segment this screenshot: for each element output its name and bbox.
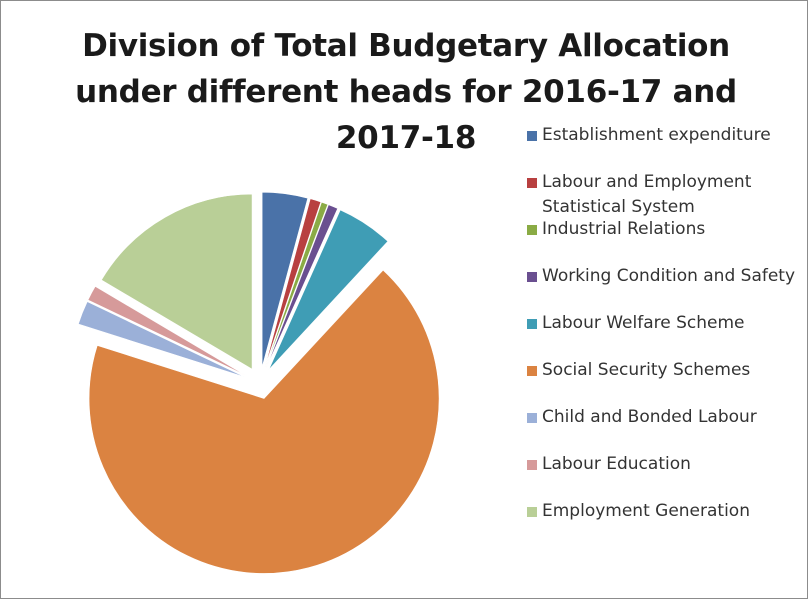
legend-entry-industrial-relations: Industrial Relations: [527, 215, 807, 262]
legend-entry-establishment-expenditure: Establishment expenditure: [527, 121, 807, 168]
legend-label: Labour Education: [542, 454, 691, 474]
pie-slice-social-security-schemes: [88, 269, 440, 574]
pie-slice-employment-generation: [101, 193, 253, 370]
chart-title: Division of Total Budgetary Allocation u…: [61, 23, 751, 161]
chart-title-line-2: under different heads for 2016-17 and: [75, 74, 737, 110]
legend-label: Social Security Schemes: [542, 360, 751, 380]
legend-label: Establishment expenditure: [542, 125, 771, 145]
chart-title-line-1: Division of Total Budgetary Allocation: [82, 28, 730, 64]
legend-label: Labour Welfare Scheme: [542, 313, 745, 333]
legend-entry-employment-generation: Employment Generation: [527, 497, 807, 544]
pie-slice-labour-welfare-scheme: [268, 209, 389, 370]
pie-slice-child-and-bonded-labour: [77, 301, 246, 378]
pie-slice-establishment-expenditure: [261, 191, 309, 368]
legend-label: Labour and Employment Statistical System: [542, 172, 752, 217]
legend-swatch: [527, 225, 537, 235]
legend-swatch: [527, 366, 537, 376]
legend-label: Industrial Relations: [542, 219, 706, 239]
legend-entry-social-security-schemes: Social Security Schemes: [527, 356, 807, 403]
legend-entry-labour-and-employment-statistical-system: Labour and Employment Statistical System: [527, 168, 807, 217]
chart-title-line-3: 2017-18: [335, 120, 477, 156]
legend-swatch: [527, 319, 537, 329]
pie-slice-working-condition-and-safety: [265, 204, 339, 369]
legend-label: Child and Bonded Labour: [542, 407, 757, 427]
pie-slice-labour-and-employment-statistical-system: [264, 198, 322, 368]
legend-swatch: [527, 413, 537, 423]
legend-swatch: [527, 131, 537, 141]
legend-label: Employment Generation: [542, 501, 750, 521]
legend-label: Working Condition and Safety: [542, 266, 796, 286]
legend-entry-working-condition-and-safety: Working Condition and Safety: [527, 262, 807, 309]
pie-slice-industrial-relations: [265, 201, 329, 369]
legend-entry-child-and-bonded-labour: Child and Bonded Labour: [527, 403, 807, 450]
legend-entry-labour-education: Labour Education: [527, 450, 807, 497]
legend-swatch: [527, 460, 537, 470]
chart-legend: Establishment expenditure Labour and Empl…: [527, 121, 807, 544]
legend-swatch: [527, 272, 537, 282]
legend-swatch: [527, 507, 537, 517]
pie-slice-labour-education: [87, 285, 247, 376]
legend-entry-labour-welfare-scheme: Labour Welfare Scheme: [527, 309, 807, 356]
legend-swatch: [527, 178, 537, 188]
